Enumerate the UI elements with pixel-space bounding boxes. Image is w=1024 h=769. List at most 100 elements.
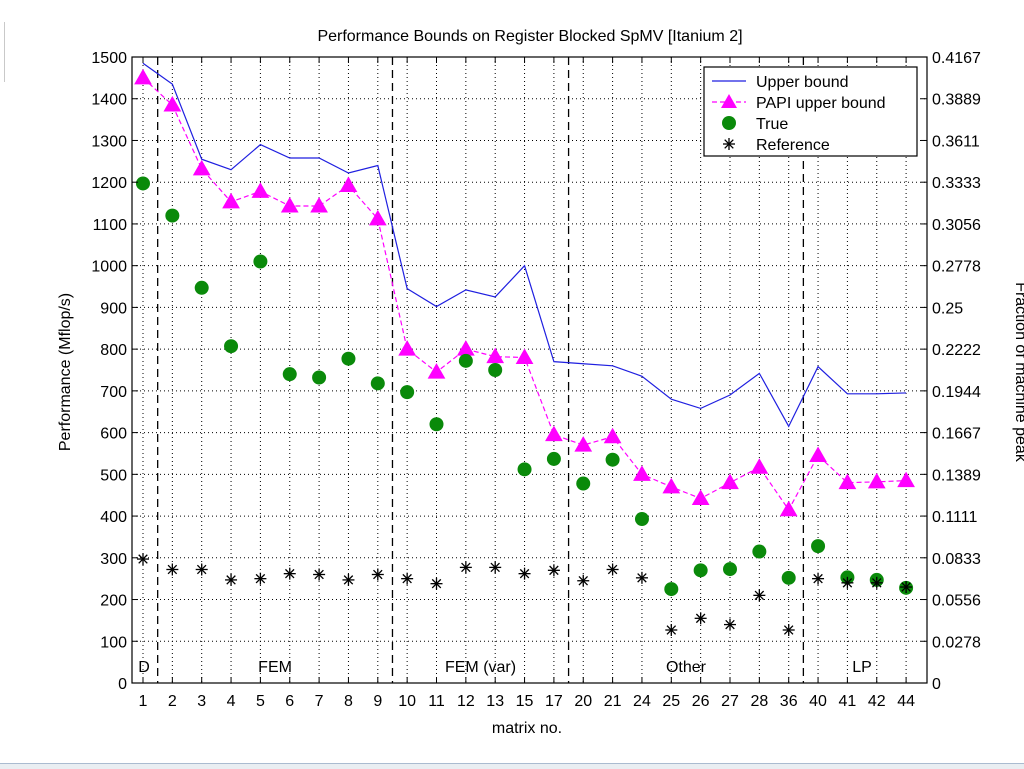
region-label: FEM xyxy=(258,659,292,676)
y-tick-label: 900 xyxy=(100,300,127,317)
x-tick-label: 10 xyxy=(398,693,416,710)
region-label: LP xyxy=(852,659,872,676)
star-stroke xyxy=(901,582,911,592)
true-point xyxy=(634,511,649,526)
x-tick-label: 28 xyxy=(750,693,768,710)
reference-point xyxy=(313,568,326,581)
papi-point xyxy=(603,427,622,444)
x-tick-label: 13 xyxy=(486,693,504,710)
star-stroke xyxy=(196,564,207,575)
reference-point xyxy=(371,568,384,581)
reference-point xyxy=(812,572,825,585)
reference-point xyxy=(137,553,149,566)
true-point xyxy=(517,462,532,477)
reference-point xyxy=(606,563,619,576)
papi-point xyxy=(310,196,328,213)
reference-point xyxy=(547,564,560,577)
x-tick-label: 17 xyxy=(545,693,563,710)
x-tick-label: 42 xyxy=(868,693,886,710)
legend-label: True xyxy=(756,116,788,133)
true-point xyxy=(136,176,150,191)
series-upper-bound xyxy=(142,62,907,428)
star-stroke xyxy=(695,613,706,624)
x-tick-label: 2 xyxy=(168,693,177,710)
papi-point xyxy=(280,196,299,213)
region-label: D xyxy=(138,659,150,676)
y-tick-label: 600 xyxy=(100,426,127,443)
y2-tick-label: 0.3889 xyxy=(932,92,981,109)
papi-point xyxy=(779,500,798,517)
y-tick-label: 300 xyxy=(100,551,127,568)
true-point xyxy=(811,539,826,554)
papi-point xyxy=(192,159,211,176)
true-point xyxy=(341,351,356,366)
x-tick-label: 7 xyxy=(315,693,324,710)
star-stroke xyxy=(637,573,647,583)
y-tick-label: 700 xyxy=(100,384,127,401)
x-axis-label: matrix no. xyxy=(492,720,562,737)
chart-title: Performance Bounds on Register Blocked S… xyxy=(317,28,742,45)
true-point xyxy=(781,570,796,585)
true-point xyxy=(400,385,415,400)
y2-tick-label: 0.3333 xyxy=(932,175,981,192)
star-stroke xyxy=(842,578,853,588)
true-point xyxy=(224,339,239,354)
y-tick-label: 1000 xyxy=(91,259,127,276)
y2-tick-label: 0.0278 xyxy=(932,634,981,651)
true-point xyxy=(253,254,268,269)
papi-point xyxy=(867,472,886,489)
star-stroke xyxy=(490,562,500,573)
reference-point xyxy=(753,589,766,602)
x-tick-label: 26 xyxy=(692,693,710,710)
reference-point xyxy=(870,576,883,589)
x-tick-label: 4 xyxy=(227,693,236,710)
true-point xyxy=(429,417,444,432)
y-tick-label: 1400 xyxy=(91,92,127,109)
true-point xyxy=(458,353,473,368)
star-stroke xyxy=(431,578,442,589)
legend-entry: PAPI upper bound xyxy=(712,94,886,112)
reference-point xyxy=(841,576,854,589)
reference-point xyxy=(401,572,414,585)
grid-lines xyxy=(132,57,927,683)
star-stroke xyxy=(783,625,794,635)
papi-point xyxy=(398,340,417,356)
y-tick-label: 1500 xyxy=(91,50,127,67)
y2-tick-label: 0.0556 xyxy=(932,593,981,610)
y2-tick-label: 0.3611 xyxy=(932,133,980,150)
true-point xyxy=(194,280,209,295)
papi-point xyxy=(662,477,681,494)
star-stroke xyxy=(725,619,735,630)
reference-point xyxy=(342,573,355,586)
x-tick-label: 24 xyxy=(633,693,651,710)
y-tick-label: 800 xyxy=(100,342,127,359)
y2-tick-label: 0.1389 xyxy=(932,467,981,484)
upper-bound-line xyxy=(142,62,907,428)
reference-point xyxy=(254,572,267,585)
y2-tick-label: 0.2778 xyxy=(932,259,981,276)
star-stroke xyxy=(871,578,882,588)
y-tick-label: 400 xyxy=(100,509,127,526)
star-stroke xyxy=(284,568,295,579)
x-tick-label: 41 xyxy=(839,693,857,710)
legend-label: Reference xyxy=(756,137,830,154)
reference-point xyxy=(782,623,795,636)
papi-point xyxy=(809,446,827,463)
star-stroke xyxy=(666,625,677,635)
reference-point xyxy=(665,623,678,636)
true-point xyxy=(723,562,737,577)
x-tick-label: 15 xyxy=(516,693,534,710)
reference-point xyxy=(900,581,913,594)
star-stroke xyxy=(373,569,383,580)
true-point xyxy=(488,363,503,377)
star-stroke xyxy=(549,565,559,576)
papi-point xyxy=(222,192,240,209)
star-stroke xyxy=(343,575,354,585)
papi-point xyxy=(897,471,915,488)
star-stroke xyxy=(519,568,530,579)
bottom-bar xyxy=(0,763,1024,769)
series-papi-upper-bound xyxy=(134,68,915,517)
true-point xyxy=(282,367,297,382)
y2-tick-label: 0.1111 xyxy=(932,509,977,526)
